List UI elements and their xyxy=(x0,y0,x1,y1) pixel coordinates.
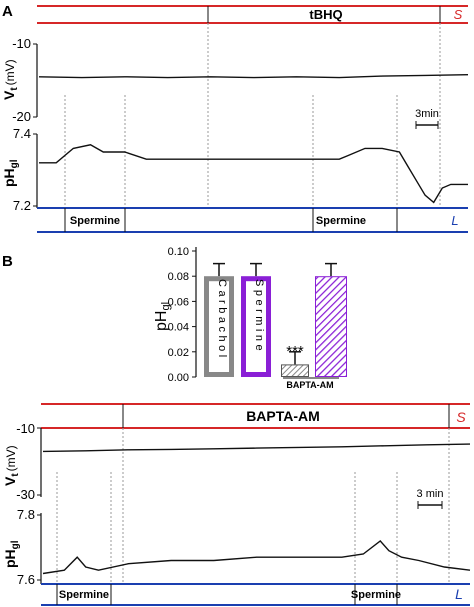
b-spermine-1-label: Spermine xyxy=(59,589,109,601)
bar-spermine xyxy=(241,276,271,378)
b-vt-axis-title: Vt (mV) xyxy=(2,445,21,486)
a-guides xyxy=(64,23,441,208)
a-spermine-2-label: Spermine xyxy=(316,215,366,227)
bar-1-text: Carbachol xyxy=(216,279,228,361)
significance-marker: *** xyxy=(286,343,304,360)
b-vt-title-sub: t xyxy=(10,473,21,477)
a-spermine-1-label: Spermine xyxy=(70,215,120,227)
b-vt-title-main: V xyxy=(2,476,18,486)
bar-bapta-spermine xyxy=(315,276,347,378)
b-vt-title-unit: (mV) xyxy=(4,445,18,471)
b-vt-trace xyxy=(42,443,471,453)
b-scale-bar-label: 3 min xyxy=(417,488,444,500)
b-vt-tick-label-bottom: -30 xyxy=(16,487,35,502)
a-ph-tick-label-top: 7.4 xyxy=(13,126,31,141)
bar-inset: 0.100.080.060.040.020.00 pHgl Carbachol … xyxy=(153,246,347,390)
a-ph-axis: 7.4 7.2 pHgl xyxy=(1,126,38,213)
inset-tick-label-0: 0.10 xyxy=(168,246,189,258)
b-spermine-2-label: Spermine xyxy=(351,589,401,601)
b-solution-l-label: L xyxy=(455,586,463,602)
inset-ylabel-sub: gl xyxy=(160,302,172,311)
inset-tick-label-3: 0.04 xyxy=(168,322,189,334)
a-drug-label: tBHQ xyxy=(309,7,342,22)
a-solution-s-label: S xyxy=(454,7,463,22)
inset-tick-label-1: 0.08 xyxy=(168,271,189,283)
bar-bapta-carbachol xyxy=(281,364,309,377)
b-ph-trace xyxy=(42,540,471,575)
inset-tick-label-4: 0.02 xyxy=(168,347,189,359)
a-vt-title-main: V xyxy=(1,90,17,100)
b-vt-tick-label-top: -10 xyxy=(16,421,35,436)
b-drug-label: BAPTA-AM xyxy=(246,408,320,424)
b-solution-s-label: S xyxy=(456,409,466,425)
a-vt-tick-label-top: -10 xyxy=(12,36,31,51)
bar-2-text: Spermine xyxy=(253,279,265,354)
b-ph-axis-title: pHgl xyxy=(2,540,21,568)
a-ph-title-main: pH xyxy=(1,168,17,187)
inset-ylabel-main: pH xyxy=(153,311,170,331)
a-scale-bar-label: 3min xyxy=(415,108,439,120)
a-solution-l-label: L xyxy=(451,213,458,228)
bar-carbachol xyxy=(204,276,234,378)
inset-tick-label-5: 0.00 xyxy=(168,372,189,384)
a-vt-trace xyxy=(38,74,469,79)
inset-ylabel: pHgl xyxy=(153,302,172,331)
a-ph-axis-title: pHgl xyxy=(1,159,20,187)
panel-a-label: A xyxy=(2,3,13,20)
a-ph-tick-label-bottom: 7.2 xyxy=(13,198,31,213)
b-ph-title-sub: gl xyxy=(10,540,21,549)
a-vt-axis: -10 -20 Vt (mV) xyxy=(1,36,38,124)
a-vt-title-sub: t xyxy=(9,87,20,91)
b-ph-tick-label-top: 7.8 xyxy=(17,507,35,522)
a-ph-title-sub: gl xyxy=(9,159,20,168)
panel-b-label: B xyxy=(2,253,13,270)
b-vt-axis: -10 -30 Vt (mV) xyxy=(2,421,42,502)
inset-tick-label-2: 0.06 xyxy=(168,296,189,308)
a-vt-axis-title: Vt (mV) xyxy=(1,59,20,100)
a-vt-tick-label-bottom: -20 xyxy=(12,109,31,124)
inset-group-label: BAPTA-AM xyxy=(286,380,333,390)
b-ph-title-main: pH xyxy=(2,549,18,568)
b-guides xyxy=(56,428,450,584)
inset-bars xyxy=(204,262,347,378)
b-ph-axis: 7.8 7.6 pHgl xyxy=(2,507,42,587)
a-ph-trace xyxy=(39,144,468,204)
b-ph-tick-label-bottom: 7.6 xyxy=(17,572,35,587)
a-vt-title-unit: (mV) xyxy=(3,59,17,85)
inset-ticks: 0.10 0.08 0.06 0.04 0.02 0.00 xyxy=(168,246,196,384)
